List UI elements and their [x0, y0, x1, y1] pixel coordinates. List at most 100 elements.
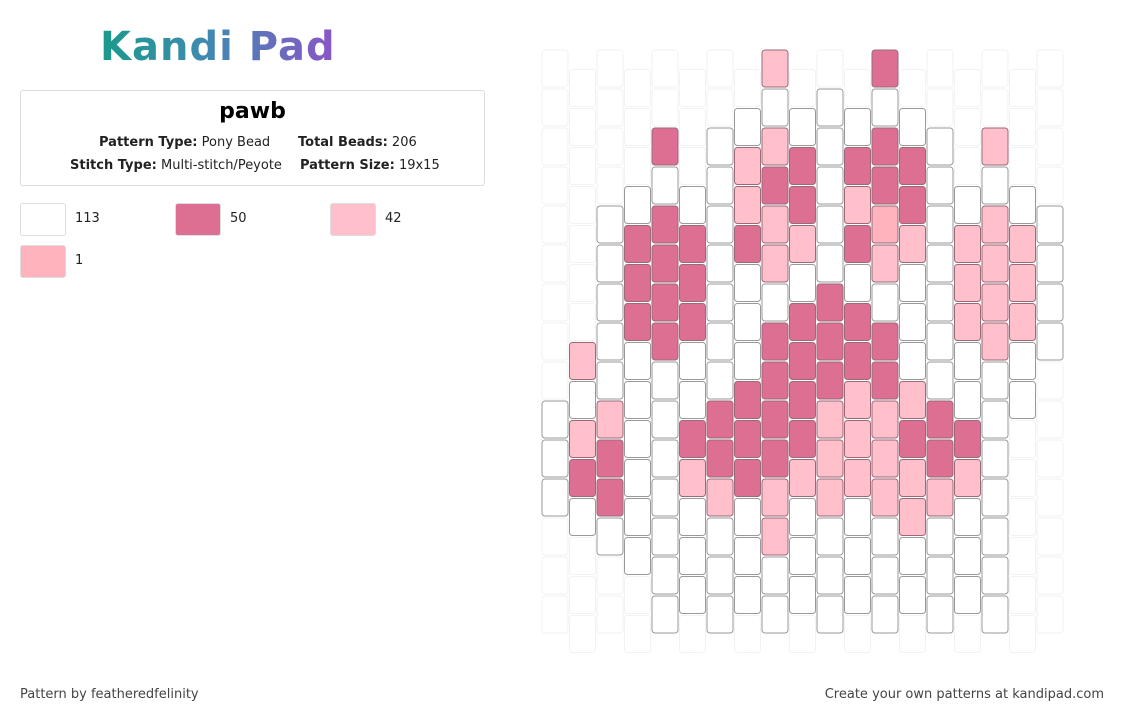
bead — [981, 283, 1009, 322]
bead — [624, 576, 651, 614]
bead — [1036, 556, 1064, 595]
bead — [844, 303, 871, 341]
bead — [954, 69, 981, 107]
bead — [596, 127, 624, 166]
bead — [954, 225, 981, 263]
bead — [761, 283, 789, 322]
field-label: Stitch Type: — [70, 158, 157, 173]
bead — [761, 205, 789, 244]
bead — [651, 127, 679, 166]
bead — [954, 342, 981, 380]
bead — [624, 108, 651, 146]
bead — [954, 147, 981, 185]
bead — [761, 400, 789, 439]
bead — [651, 439, 679, 478]
legend-swatch — [330, 203, 376, 236]
bead — [816, 166, 844, 205]
bead — [1009, 615, 1036, 653]
field-label: Pattern Size: — [300, 158, 395, 173]
bead — [816, 283, 844, 322]
bead — [899, 303, 926, 341]
bead — [981, 205, 1009, 244]
bead — [734, 576, 761, 614]
bead — [789, 498, 816, 536]
bead — [1036, 283, 1064, 322]
bead — [734, 498, 761, 536]
bead — [816, 244, 844, 283]
bead — [954, 186, 981, 224]
bead — [981, 322, 1009, 361]
bead — [1036, 49, 1064, 88]
bead — [596, 49, 624, 88]
bead — [981, 439, 1009, 478]
bead — [761, 478, 789, 517]
bead — [679, 420, 706, 458]
logo[interactable]: Kandi Pad — [100, 24, 336, 70]
bead — [541, 322, 569, 361]
bead — [954, 615, 981, 653]
bead — [651, 322, 679, 361]
bead — [981, 244, 1009, 283]
bead — [541, 478, 569, 517]
bead — [569, 420, 596, 458]
bead — [926, 595, 954, 634]
bead — [651, 400, 679, 439]
bead — [624, 381, 651, 419]
bead — [871, 517, 899, 556]
bead — [844, 225, 871, 263]
bead — [844, 498, 871, 536]
bead — [624, 342, 651, 380]
bead — [596, 166, 624, 205]
bead — [1009, 459, 1036, 497]
bead — [569, 537, 596, 575]
bead — [761, 595, 789, 634]
bead — [789, 381, 816, 419]
bead — [761, 127, 789, 166]
bead — [541, 595, 569, 634]
pattern-card: pawb Pattern Type: Pony Bead Total Beads… — [20, 90, 485, 186]
bead — [789, 303, 816, 341]
bead — [651, 166, 679, 205]
bead — [844, 381, 871, 419]
bead — [899, 420, 926, 458]
bead — [596, 595, 624, 634]
bead — [651, 205, 679, 244]
bead — [926, 88, 954, 127]
footer-link[interactable]: Create your own patterns at kandipad.com — [824, 687, 1104, 702]
field-value: 206 — [391, 135, 417, 150]
bead — [1009, 498, 1036, 536]
bead — [734, 537, 761, 575]
field: Total Beads: 206 — [298, 135, 417, 150]
legend-count: 1 — [75, 253, 84, 268]
bead — [761, 361, 789, 400]
bead — [926, 478, 954, 517]
bead — [871, 478, 899, 517]
field-value: Multi-stitch/Peyote — [161, 158, 282, 173]
bead — [569, 69, 596, 107]
bead — [569, 264, 596, 302]
bead — [624, 147, 651, 185]
bead — [651, 244, 679, 283]
bead — [899, 615, 926, 653]
bead — [981, 400, 1009, 439]
bead — [1036, 244, 1064, 283]
bead — [734, 264, 761, 302]
bead — [734, 381, 761, 419]
bead — [706, 595, 734, 634]
bead — [596, 556, 624, 595]
bead — [541, 166, 569, 205]
pattern-title: pawb — [219, 99, 286, 124]
bead — [899, 537, 926, 575]
bead — [761, 166, 789, 205]
bead — [816, 322, 844, 361]
bead — [679, 108, 706, 146]
bead — [899, 186, 926, 224]
bead — [569, 342, 596, 380]
bead — [844, 264, 871, 302]
bead — [624, 264, 651, 302]
bead — [816, 439, 844, 478]
bead — [679, 264, 706, 302]
bead — [569, 303, 596, 341]
bead — [596, 205, 624, 244]
